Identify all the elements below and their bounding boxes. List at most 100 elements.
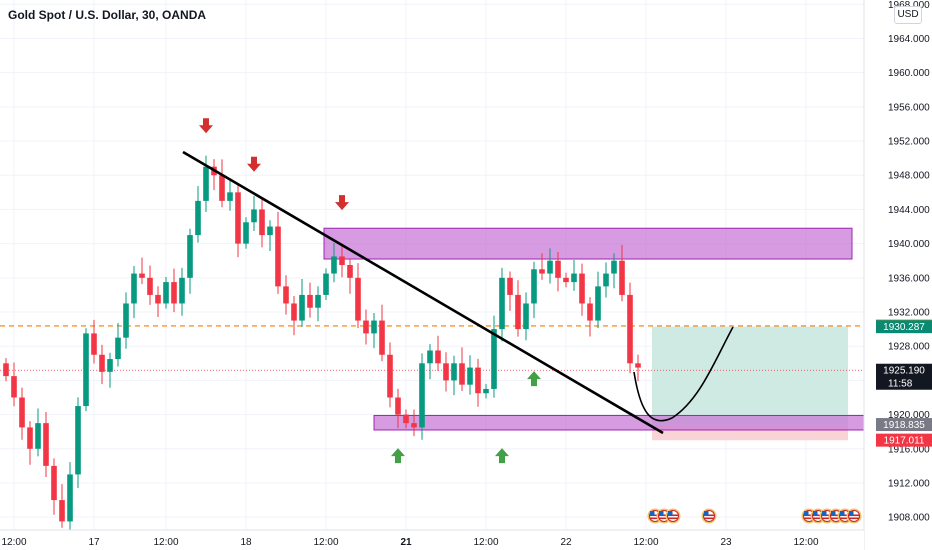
candle-body — [275, 226, 281, 287]
candle — [251, 195, 257, 231]
candle — [355, 263, 361, 329]
candle-body — [507, 277, 513, 295]
candle — [451, 355, 457, 396]
candle — [227, 180, 233, 211]
candle — [59, 484, 65, 528]
candle-body — [299, 294, 305, 321]
y-tick-label: 1920.000 — [888, 410, 930, 421]
candle — [211, 159, 217, 190]
y-tick-label: 1932.000 — [888, 308, 930, 319]
candle-body — [155, 294, 161, 304]
price-label-countdown: 11:58 — [888, 379, 913, 390]
candle — [163, 276, 169, 309]
candle-body — [107, 359, 113, 372]
candle — [115, 322, 121, 367]
candle — [459, 347, 465, 392]
candle-body — [363, 320, 369, 334]
candle-body — [491, 329, 497, 389]
time-axis — [0, 530, 864, 550]
candle — [419, 353, 425, 440]
candle-body — [451, 363, 457, 381]
candle-body — [219, 175, 225, 201]
candle-body — [459, 363, 465, 385]
candle-body — [611, 260, 617, 274]
y-tick-label: 1912.000 — [888, 478, 930, 489]
us-flag-event-icon — [665, 508, 681, 524]
candle — [139, 257, 145, 285]
candle — [563, 272, 569, 288]
candle-body — [99, 354, 105, 372]
candle — [123, 292, 129, 349]
down-arrow-icon — [247, 156, 261, 172]
candle-body — [547, 260, 553, 274]
price-label-value: 1918.835 — [883, 420, 925, 431]
candle — [635, 354, 641, 382]
currency-badge[interactable]: USD — [894, 6, 922, 24]
y-tick-label: 1928.000 — [888, 342, 930, 353]
candle — [3, 358, 9, 382]
candle — [379, 304, 385, 362]
candle-body — [179, 277, 185, 304]
candle-body — [331, 256, 337, 274]
candle-body — [251, 209, 257, 223]
candle — [499, 267, 505, 342]
candle — [43, 412, 49, 477]
candle-body — [171, 282, 177, 304]
candle — [427, 344, 433, 380]
up-arrow-icon — [495, 448, 509, 464]
candle-body — [307, 294, 313, 308]
support-zone — [373, 414, 871, 431]
candle — [475, 358, 481, 407]
up-arrow-icon — [527, 371, 541, 387]
candle — [83, 328, 89, 412]
candle-body — [347, 265, 353, 278]
candle-body — [67, 474, 73, 522]
candle — [339, 246, 345, 278]
candle-body — [203, 166, 209, 201]
candle — [595, 271, 601, 329]
grid — [0, 0, 864, 530]
candle-body — [243, 222, 249, 244]
candle-body — [59, 500, 65, 522]
candle — [507, 271, 513, 311]
candle-body — [51, 465, 57, 501]
candle — [107, 352, 113, 388]
candle-body — [427, 350, 433, 364]
down-arrow-icon — [199, 118, 213, 134]
candle-body — [603, 273, 609, 287]
candle — [147, 265, 153, 305]
candle — [587, 297, 593, 337]
candle-body — [283, 286, 289, 304]
candle — [299, 279, 305, 327]
candle — [27, 421, 33, 465]
candle-body — [187, 235, 193, 278]
candle-body — [419, 363, 425, 428]
price-label-value: 1925.190 — [883, 366, 925, 377]
candle-body — [91, 333, 97, 355]
candle — [307, 282, 313, 318]
candle — [51, 458, 57, 515]
candle-body — [139, 273, 145, 278]
candle-body — [339, 256, 345, 265]
candle — [579, 263, 585, 316]
price-label-value: 1917.011 — [884, 436, 925, 447]
candle-body — [235, 192, 241, 244]
up-arrow-icon — [391, 448, 405, 464]
candle — [363, 309, 369, 345]
candle-body — [371, 320, 377, 334]
price-label-box — [876, 363, 932, 390]
candle — [67, 462, 73, 532]
candle — [539, 253, 545, 280]
y-tick-label: 1916.000 — [888, 444, 930, 455]
candle-body — [579, 273, 585, 304]
y-tick-label: 1956.000 — [888, 102, 930, 113]
candle-body — [555, 260, 561, 278]
candle-body — [595, 286, 601, 321]
trendline — [182, 150, 664, 435]
price-label-box — [876, 320, 932, 334]
candle — [283, 275, 289, 315]
y-tick-label: 1964.000 — [888, 34, 930, 45]
y-tick-label: 1948.000 — [888, 171, 930, 182]
candle-body — [195, 200, 201, 236]
